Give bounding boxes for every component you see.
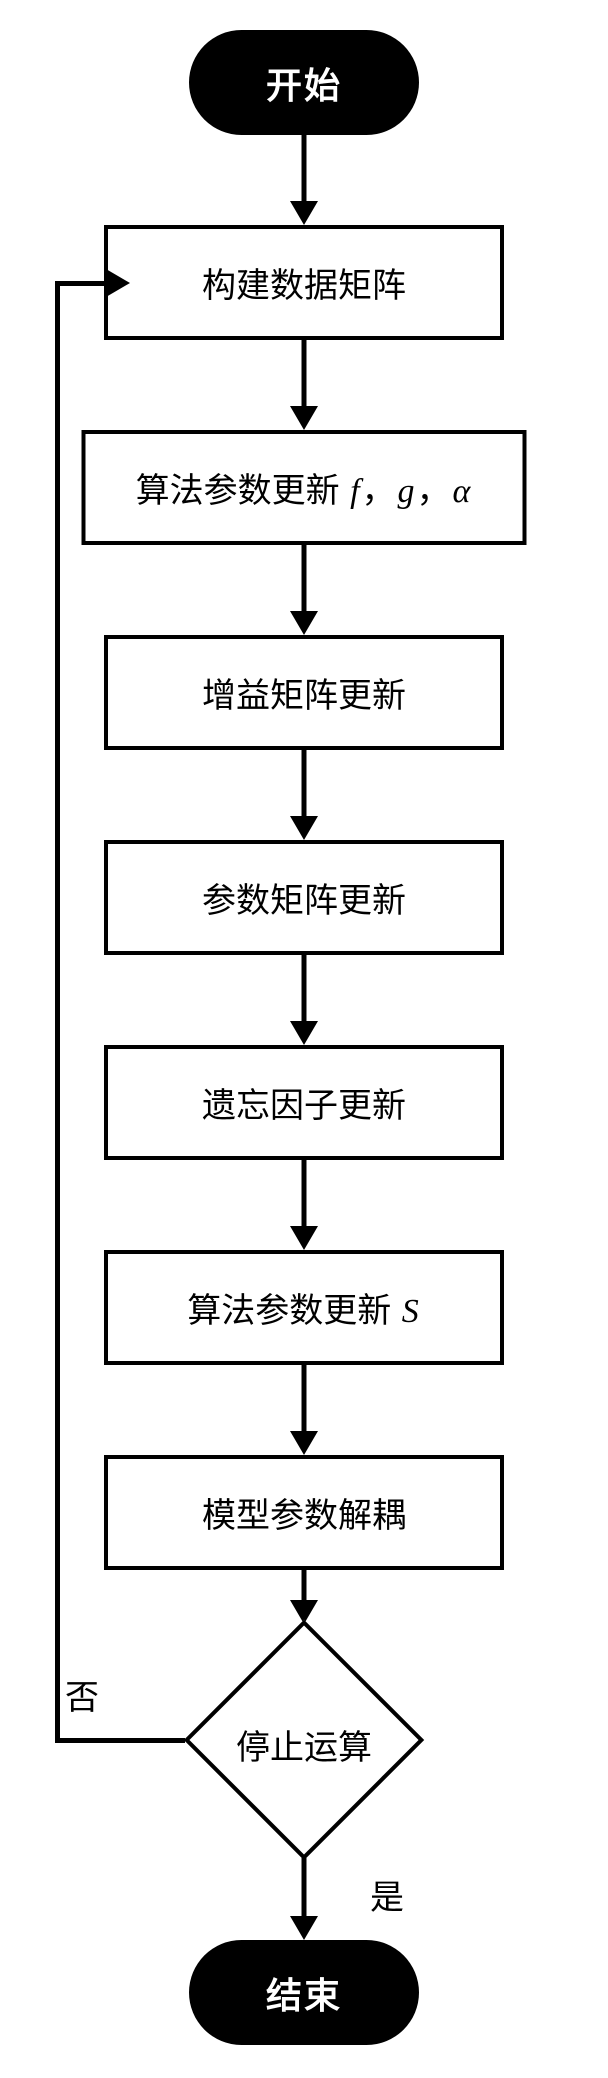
feedback-v (55, 281, 60, 1743)
connector-line (302, 1160, 307, 1226)
connector-line (302, 1858, 307, 1916)
process-update-forgetting-factor: 遗忘因子更新 (104, 1045, 504, 1160)
process-update-s: 算法参数更新 S (104, 1250, 504, 1365)
process-label: 算法参数更新 f，g，α (136, 463, 473, 512)
connector-line (302, 340, 307, 406)
feedback-h-top (55, 281, 107, 286)
arrowhead-down (290, 201, 318, 225)
process-label: 构建数据矩阵 (202, 258, 406, 307)
arrowhead-down (290, 406, 318, 430)
connector-line (302, 1570, 307, 1602)
process-label: 模型参数解耦 (202, 1488, 406, 1537)
process-label: 遗忘因子更新 (202, 1078, 406, 1127)
process-build-data-matrix: 构建数据矩阵 (104, 225, 504, 340)
connector-line (302, 750, 307, 816)
arrowhead-down (290, 1916, 318, 1940)
terminator-end: 结束 (189, 1940, 419, 2045)
terminator-start: 开始 (189, 30, 419, 135)
arrowhead-down (290, 1431, 318, 1455)
process-update-param-matrix: 参数矩阵更新 (104, 840, 504, 955)
decision-stop-label: 停止运算 (236, 1720, 372, 1769)
feedback-h-bottom (55, 1738, 185, 1743)
terminator-start-label: 开始 (266, 57, 342, 109)
arrowhead-down (290, 611, 318, 635)
arrowhead-down (290, 1226, 318, 1250)
connector-line (302, 1365, 307, 1431)
arrowhead-right (106, 269, 130, 297)
branch-label-no: 否 (65, 1670, 99, 1719)
process-update-gain-matrix: 增益矩阵更新 (104, 635, 504, 750)
process-decouple-model-params: 模型参数解耦 (104, 1455, 504, 1570)
process-label: 算法参数更新 S (187, 1283, 421, 1332)
process-label: 增益矩阵更新 (202, 668, 406, 717)
arrowhead-down (290, 1021, 318, 1045)
connector-line (302, 135, 307, 201)
terminator-end-label: 结束 (266, 1967, 342, 2019)
arrowhead-down (290, 816, 318, 840)
process-label: 参数矩阵更新 (202, 873, 406, 922)
branch-label-yes: 是 (370, 1870, 404, 1919)
process-update-fg-alpha: 算法参数更新 f，g，α (82, 430, 527, 545)
connector-line (302, 955, 307, 1021)
connector-line (302, 545, 307, 611)
